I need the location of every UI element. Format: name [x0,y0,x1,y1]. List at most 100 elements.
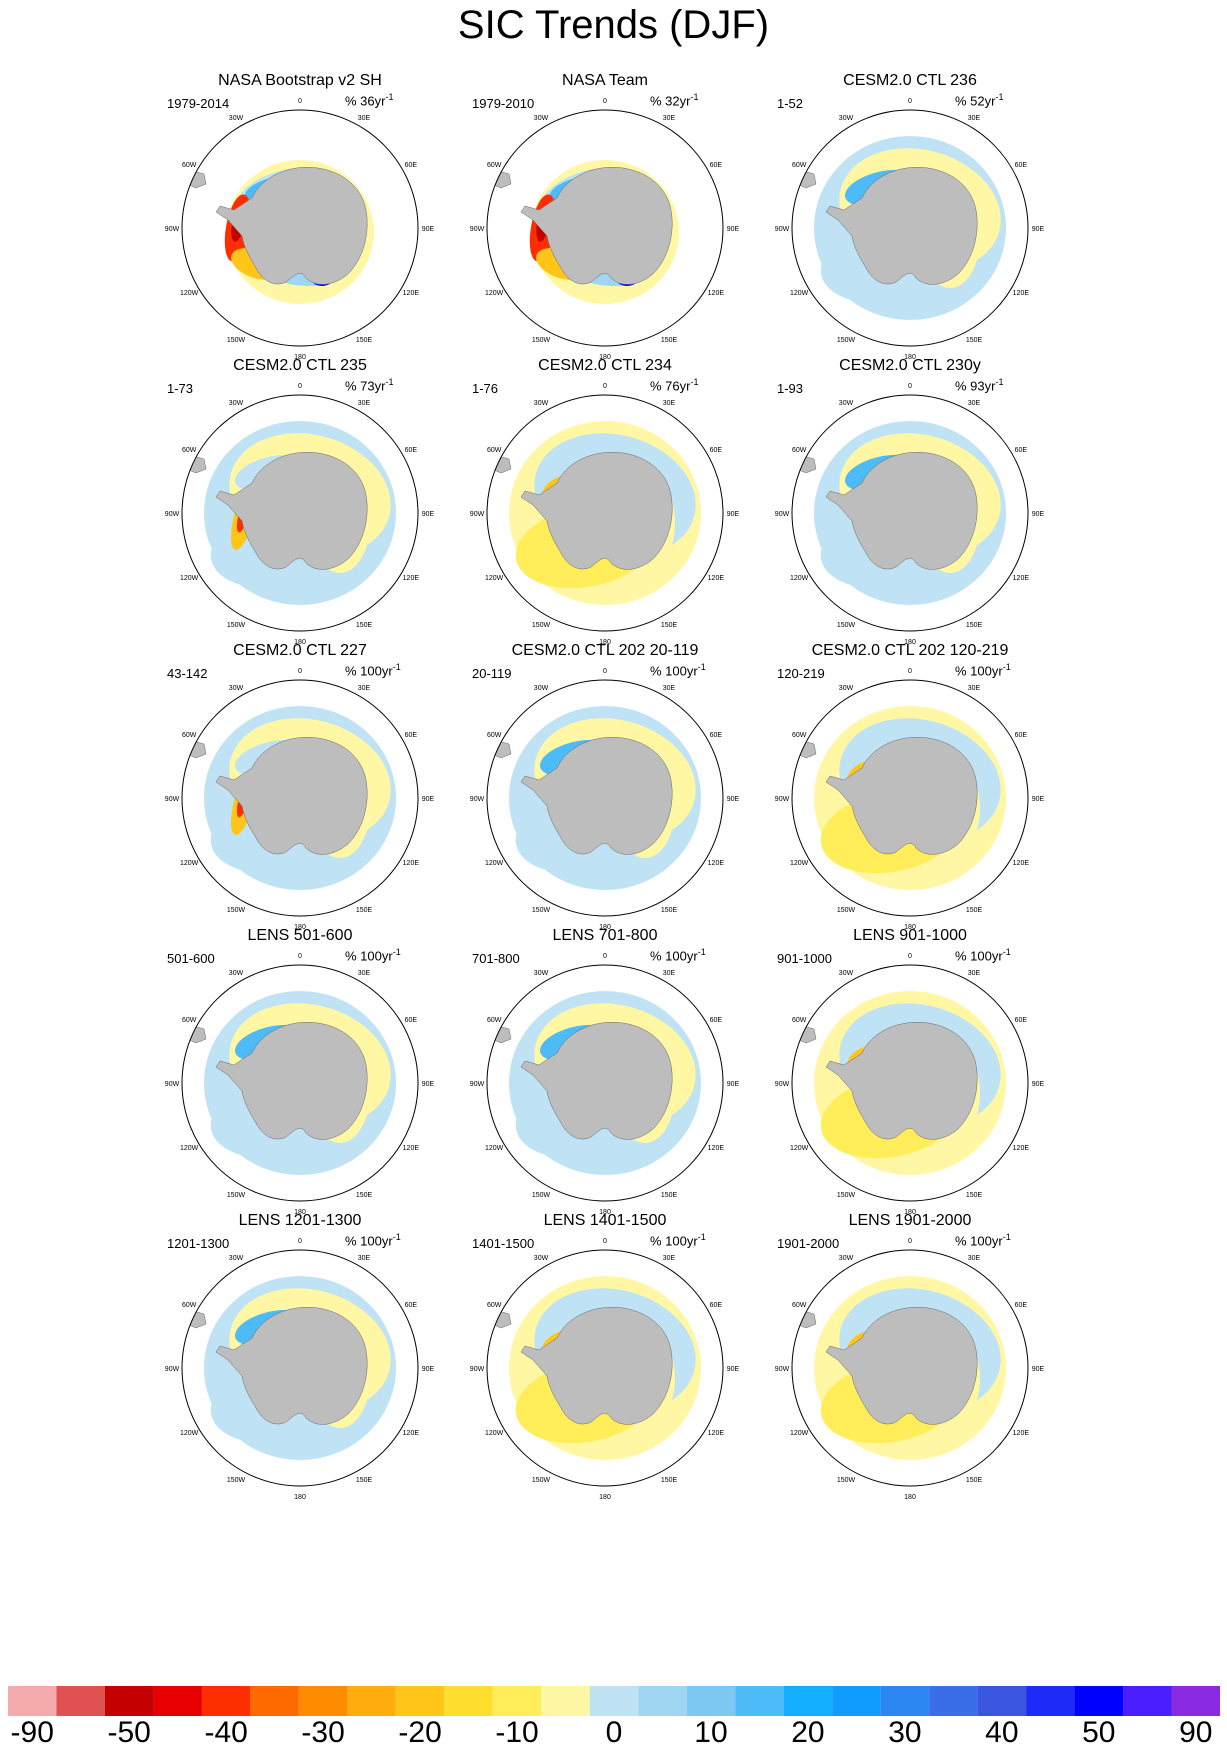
colorbar-swatch [201,1686,251,1716]
longitude-label: 30E [968,685,981,692]
panel-units: % 73yr-1 [345,377,394,394]
longitude-label: 90E [727,1366,740,1373]
longitude-label: 150E [966,907,983,914]
colorbar-swatch [104,1686,154,1716]
longitude-label: 150W [532,1192,551,1199]
panel-title: CESM2.0 CTL 230y [839,357,981,374]
longitude-label: 180 [904,354,916,361]
longitude-label: 120W [485,575,504,582]
longitude-label: 120W [180,290,199,297]
longitude-label: 180 [294,924,306,931]
colorbar-swatch [56,1686,105,1716]
longitude-label: 150E [661,1477,678,1484]
panel-title: LENS 1901-2000 [848,1212,972,1229]
map-boundary [486,109,724,347]
longitude-label: 60E [1015,1302,1028,1309]
longitude-label: 60W [792,162,807,169]
longitude-label: 60E [1015,447,1028,454]
longitude-label: 120W [180,860,199,867]
colorbar-swatch [250,1686,299,1716]
longitude-label: 150E [966,1477,983,1484]
longitude-label: 30W [229,400,244,407]
longitude-label: 90W [165,1081,180,1088]
longitude-label: 150E [356,1192,373,1199]
longitude-label: 150W [837,907,856,914]
map-panel: NASA Team 1979-2010 % 32yr-1 0 30E 60E 90E 120E… [450,72,760,372]
longitude-label: 30W [839,970,854,977]
colorbar-swatch [298,1686,348,1716]
longitude-label: 90W [775,511,790,518]
longitude-label: 30W [839,685,854,692]
longitude-label: 0 [298,668,302,675]
longitude-label: 90E [727,796,740,803]
longitude-label: 0 [298,98,302,105]
longitude-label: 30E [968,400,981,407]
longitude-label: 90W [165,796,180,803]
colorbar-swatch [347,1686,396,1716]
longitude-label: 180 [904,1209,916,1216]
longitude-label: 150E [356,622,373,629]
longitude-label: 150E [661,337,678,344]
longitude-label: 0 [298,1238,302,1245]
longitude-label: 120E [403,860,420,867]
longitude-label: 150W [837,1192,856,1199]
longitude-label: 120E [708,860,725,867]
longitude-label: 0 [603,98,607,105]
longitude-label: 150E [966,622,983,629]
map-panel: CESM2.0 CTL 227 43-142 % 100yr-1 0 30E 60E 90E… [145,642,455,942]
map-panel: CESM2.0 CTL 202 20-119 20-119 % 100yr-1 0 30… [450,642,760,942]
panel-title: CESM2.0 CTL 236 [843,72,977,89]
polar-map: 0 30E 60E 90E 120E 150E 180 150W 120W 90W 60W 30W [165,98,435,361]
panel-units: % 36yr-1 [345,92,394,109]
panel-title: LENS 701-800 [552,927,658,944]
antarctica-land [520,452,673,570]
panel-period: 43-142 [167,666,208,681]
map-panel: LENS 1901-2000 1901-2000 % 100yr-1 0 30E 60E 9… [755,1212,1065,1512]
longitude-label: 90E [422,511,435,518]
map-boundary [486,964,724,1202]
colorbar-tick: 40 [985,1716,1019,1749]
longitude-label: 90E [727,511,740,518]
longitude-label: 30W [839,1255,854,1262]
longitude-label: 120W [180,1145,199,1152]
colorbar-swatch [492,1686,542,1716]
longitude-label: 60W [792,447,807,454]
polar-map: 0 30E 60E 90E 120E 150E 180 150W 120W 90W 60W 30W [775,1238,1045,1501]
map-panel: LENS 1401-1500 1401-1500 % 100yr-1 0 30E 60E 9… [450,1212,760,1512]
map-panel: CESM2.0 CTL 202 120-219 120-219% 100yr-1 0… [755,642,1065,942]
longitude-label: 90W [165,1366,180,1373]
panel-title: CESM2.0 CTL 202 120-219 [811,642,1009,659]
panel-title: LENS 1401-1500 [543,1212,667,1229]
longitude-label: 120E [403,575,420,582]
panel-title: NASA Bootstrap v2 SH [218,72,382,89]
panel-units: % 100yr-1 [345,1232,401,1249]
panel-period: 1201-1300 [167,1236,230,1251]
longitude-label: 30W [229,115,244,122]
longitude-label: 90W [165,511,180,518]
colorbar-tick: 30 [888,1716,922,1749]
longitude-label: 180 [294,639,306,646]
antarctica-land [825,452,978,570]
panel-title: CESM2.0 CTL 235 [233,357,367,374]
longitude-label: 120W [790,1145,809,1152]
map-panel: CESM2.0 CTL 234 1-76 % 76yr-1 0 30E 60E 90E 120… [450,357,760,657]
longitude-label: 180 [904,924,916,931]
longitude-label: 30E [358,970,371,977]
colorbar-swatch [638,1686,687,1716]
longitude-label: 150E [356,907,373,914]
longitude-label: 120W [790,575,809,582]
panel-period: 701-800 [472,951,520,966]
figure-title: SIC Trends (DJF) [457,3,770,47]
longitude-label: 90E [1032,796,1045,803]
longitude-label: 0 [603,668,607,675]
longitude-label: 30W [229,1255,244,1262]
polar-map: 0 30E 60E 90E 120E 150E 180 150W 120W 90W 60W 30W [470,383,740,646]
longitude-label: 60W [792,1017,807,1024]
antarctica-land [215,452,368,570]
map-boundary [791,109,1029,347]
map-boundary [181,394,419,632]
panel-units: % 100yr-1 [955,662,1011,679]
antarctica-land [215,737,368,855]
longitude-label: 120W [180,1430,199,1437]
longitude-label: 90W [470,1081,485,1088]
